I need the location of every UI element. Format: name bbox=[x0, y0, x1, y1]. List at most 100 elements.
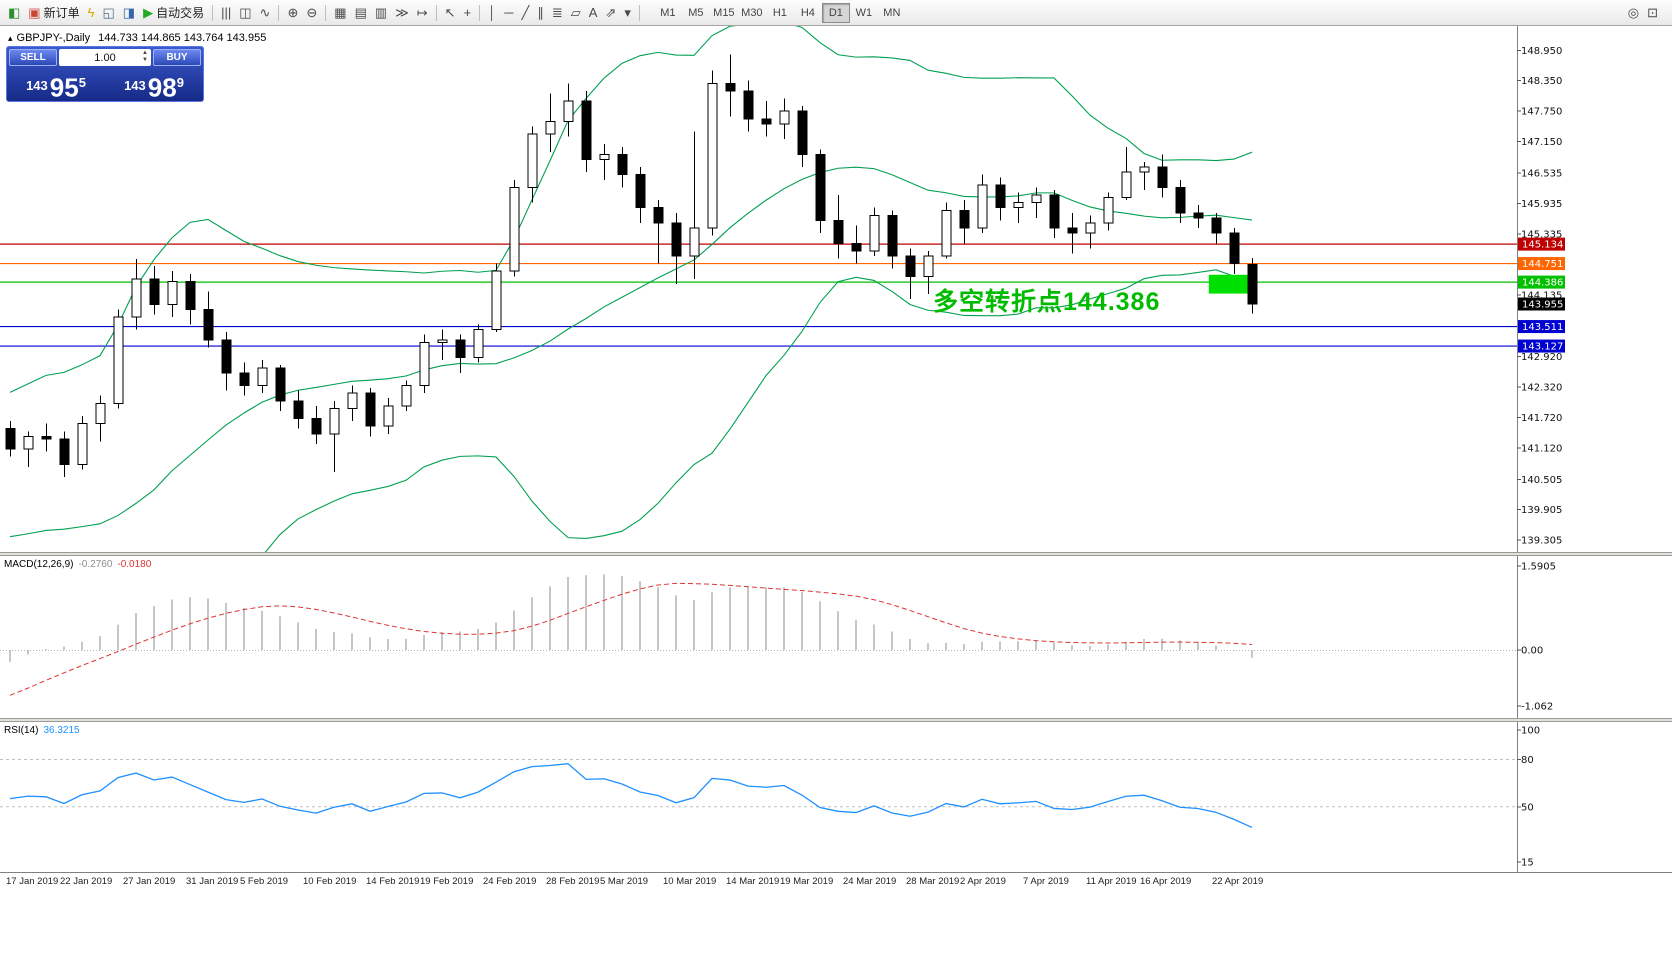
toolbar-separator bbox=[435, 4, 437, 21]
pivot-annotation: 多空转折点144.386 bbox=[933, 288, 1161, 316]
svg-text:148.350: 148.350 bbox=[1521, 76, 1562, 87]
macd-signal-value: -0.0180 bbox=[117, 559, 152, 570]
zoom-in-icon[interactable]: ⊕ bbox=[284, 3, 301, 23]
auto-scroll-icon[interactable]: ≫ bbox=[392, 3, 412, 23]
svg-text:141.120: 141.120 bbox=[1521, 444, 1562, 455]
date-label: 27 Jan 2019 bbox=[123, 876, 176, 887]
svg-text:80: 80 bbox=[1521, 755, 1534, 766]
crosshair-icon[interactable]: + bbox=[461, 3, 475, 23]
tile-vertical-icon[interactable]: ▥ bbox=[372, 3, 390, 23]
date-label: 19 Feb 2019 bbox=[420, 876, 474, 887]
shapes-icon[interactable]: ▱ bbox=[568, 3, 584, 23]
zoom-out-icon[interactable]: ⊖ bbox=[303, 3, 320, 23]
market-watch-icon[interactable]: ◱ bbox=[100, 3, 118, 23]
date-label: 22 Apr 2019 bbox=[1212, 876, 1264, 887]
price-chart-panel[interactable]: 148.950 148.350 147.750 147.150 146.535 145.9… bbox=[0, 26, 1672, 552]
arrows-tool-icon[interactable]: ⇗ bbox=[602, 3, 619, 23]
timeframe-M15[interactable]: M15 bbox=[713, 6, 735, 19]
timeframe-D1[interactable]: D1 bbox=[821, 2, 850, 23]
volume-input[interactable]: 1.00 ▲ ▼ bbox=[59, 49, 151, 66]
search-icon[interactable]: ◎ bbox=[1625, 3, 1642, 23]
date-label: 10 Feb 2019 bbox=[303, 876, 357, 887]
autotrading-button[interactable]: ▶ 自动交易 bbox=[140, 3, 207, 23]
price-chart-canvas[interactable]: 148.950 148.350 147.750 147.150 146.535 145.9… bbox=[0, 26, 1672, 552]
rsi-panel[interactable]: 100 80 50 15 RSI(14) 36.3215 bbox=[0, 722, 1672, 872]
tools-dropdown-icon: ▾ bbox=[624, 4, 631, 20]
svg-text:147.750: 147.750 bbox=[1521, 107, 1562, 118]
arrows-tool-icon: ⇗ bbox=[605, 4, 617, 20]
vertical-line-icon[interactable]: │ bbox=[485, 3, 499, 23]
timeframe-W1[interactable]: W1 bbox=[855, 6, 873, 19]
date-label: 28 Feb 2019 bbox=[546, 876, 600, 887]
rsi-axis-labels: 100 80 50 15 bbox=[1517, 726, 1540, 868]
date-label: 5 Feb 2019 bbox=[240, 876, 289, 887]
search-icon: ◎ bbox=[1627, 4, 1640, 20]
terminal-app-icon[interactable]: ◧ bbox=[5, 3, 23, 23]
sell-button[interactable]: SELL bbox=[9, 49, 57, 66]
horizontal-line-icon[interactable]: ─ bbox=[501, 3, 516, 23]
bars-chart-icon[interactable]: ||| bbox=[218, 3, 234, 23]
cursor-icon[interactable]: ↖ bbox=[442, 3, 459, 23]
svg-text:100: 100 bbox=[1521, 726, 1540, 737]
rsi-name: RSI(14) bbox=[4, 725, 39, 736]
cascade-windows-icon: ▤ bbox=[354, 4, 367, 20]
new-order-button[interactable]: ▣ 新订单 bbox=[25, 3, 82, 23]
macd-signal-line bbox=[9, 582, 1253, 696]
terminal-app-icon: ◧ bbox=[8, 4, 21, 20]
shapes-icon: ▱ bbox=[570, 4, 581, 20]
volume-down-icon[interactable]: ▼ bbox=[142, 57, 148, 63]
macd-canvas[interactable]: 1.5905 0.00 -1.062 bbox=[0, 556, 1672, 718]
text-tool-icon[interactable]: A bbox=[586, 3, 601, 23]
market-watch-icon: ◱ bbox=[102, 4, 115, 20]
panel-splitter[interactable] bbox=[0, 552, 1672, 556]
trendline-icon[interactable]: ╱ bbox=[519, 3, 533, 23]
timeframe-H1[interactable]: H1 bbox=[772, 6, 787, 19]
timeframe-M1[interactable]: M1 bbox=[660, 6, 676, 19]
panel-splitter[interactable] bbox=[0, 718, 1672, 722]
tile-vertical-icon: ▥ bbox=[374, 4, 388, 20]
toolbar-right-group: ◎ ⊡ bbox=[1624, 3, 1662, 23]
tile-windows-icon[interactable]: ▦ bbox=[331, 3, 349, 23]
chart-shift-icon[interactable]: ↦ bbox=[414, 3, 431, 23]
horizontal-line-icon: ─ bbox=[504, 4, 514, 20]
fibonacci-icon: ≣ bbox=[551, 4, 563, 20]
vertical-line-icon: │ bbox=[488, 4, 497, 20]
mql-editor-icon[interactable]: ϟ bbox=[85, 3, 98, 23]
date-label: 14 Mar 2019 bbox=[726, 876, 780, 887]
svg-text:144.751: 144.751 bbox=[1522, 259, 1563, 270]
macd-label: MACD(12,26,9) -0.2760 -0.0180 bbox=[4, 559, 156, 570]
fibonacci-icon[interactable]: ≣ bbox=[549, 3, 566, 23]
cascade-windows-icon[interactable]: ▤ bbox=[352, 3, 370, 23]
bollinger-middle-band bbox=[9, 166, 1253, 538]
buy-button[interactable]: BUY bbox=[153, 49, 201, 66]
toolbar-separator bbox=[325, 4, 327, 21]
timeframe-H4[interactable]: H4 bbox=[800, 6, 815, 19]
autotrading-button: ▶ bbox=[143, 4, 154, 20]
svg-text:142.320: 142.320 bbox=[1521, 383, 1562, 394]
svg-text:1.5905: 1.5905 bbox=[1521, 562, 1556, 573]
candlestick-chart-icon: ◫ bbox=[239, 4, 252, 20]
data-window-icon[interactable]: ◨ bbox=[120, 3, 138, 23]
timeframe-MN[interactable]: MN bbox=[883, 6, 901, 19]
bollinger-lower-band bbox=[264, 269, 1253, 552]
time-axis[interactable]: 17 Jan 2019 22 Jan 2019 27 Jan 2019 31 Jan … bbox=[0, 872, 1672, 890]
candles bbox=[5, 54, 1258, 477]
channel-icon[interactable]: ∥ bbox=[534, 3, 547, 23]
svg-text:143.955: 143.955 bbox=[1522, 300, 1563, 311]
zoom-out-icon: ⊖ bbox=[306, 4, 318, 20]
tools-dropdown-icon[interactable]: ▾ bbox=[621, 3, 634, 23]
line-chart-icon[interactable]: ∿ bbox=[257, 3, 274, 23]
one-click-collapse-arrow[interactable]: ▴ bbox=[8, 33, 13, 43]
svg-text:143.511: 143.511 bbox=[1522, 322, 1563, 333]
candlestick-chart-icon[interactable]: ◫ bbox=[236, 3, 254, 23]
rsi-canvas[interactable]: 100 80 50 15 bbox=[0, 722, 1672, 872]
indicator-list-icon[interactable]: ⊡ bbox=[1644, 3, 1661, 23]
volume-up-icon[interactable]: ▲ bbox=[142, 50, 148, 56]
volume-spinner[interactable]: ▲ ▼ bbox=[142, 50, 148, 64]
timeframe-M5[interactable]: M5 bbox=[688, 6, 704, 19]
macd-axis-labels: 1.5905 0.00 -1.062 bbox=[1517, 562, 1556, 713]
ohlc-values: 144.733 144.865 143.764 143.955 bbox=[98, 32, 267, 44]
macd-panel[interactable]: 1.5905 0.00 -1.062 MACD(12,26,9) -0.2760 -0.… bbox=[0, 556, 1672, 718]
timeframe-M30[interactable]: M30 bbox=[741, 6, 763, 19]
rsi-label: RSI(14) 36.3215 bbox=[4, 725, 85, 736]
